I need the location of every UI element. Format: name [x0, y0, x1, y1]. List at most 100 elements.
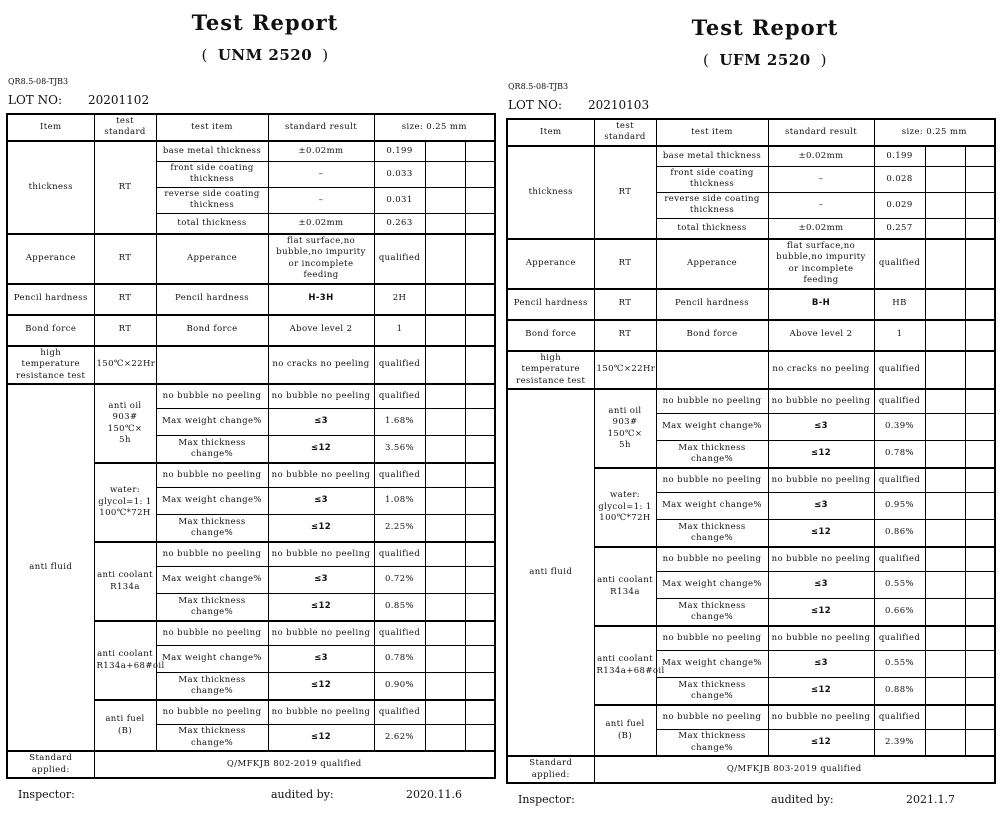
cell-standard: ≤3 — [767, 492, 875, 521]
cell-test-item: Max weight change% — [155, 566, 269, 595]
cell-extra-2 — [964, 650, 996, 679]
cell-extra-2 — [964, 677, 996, 706]
cell-extra-2 — [964, 318, 996, 352]
std-line-2: R134a+68#oil — [596, 665, 665, 676]
cell-result: qualified — [373, 462, 426, 489]
cell-standard: ±0.02mm — [767, 217, 875, 240]
cell-standard: no bubble no peeling — [767, 546, 875, 573]
std-rt-appearance: RT — [93, 232, 157, 285]
cell-standard: ≤3 — [267, 487, 375, 516]
cell-test-item: no bubble no peeling — [155, 462, 269, 489]
cell-extra-2 — [964, 729, 996, 757]
th-test-standard: test standard — [93, 113, 157, 142]
th-test-item: test item — [655, 118, 769, 147]
cell-test-item: no bubble no peeling — [655, 388, 769, 415]
table-row: reverse side coating thickness – 0.029 — [507, 191, 996, 219]
cell-result: HB — [873, 287, 926, 321]
doc-code: QR8.5-08-TJB3 — [508, 82, 569, 91]
cell-extra-1 — [924, 217, 966, 240]
cell-extra-1 — [924, 237, 966, 290]
table-row: Max thickness change% ≤12 3.56% — [7, 435, 496, 464]
std-line-2: R134a — [610, 586, 640, 597]
std-rt-thickness: RT — [93, 139, 157, 235]
cell-extra-2 — [464, 566, 496, 595]
cell-extra-1 — [924, 191, 966, 219]
group-high-temp-l2: resistance test — [16, 370, 86, 381]
audited-by-label: audited by: — [771, 792, 834, 806]
cell-result: qualified — [873, 625, 926, 652]
std-high-temp: 150℃×22Hr — [593, 349, 657, 390]
cell-extra-2 — [464, 462, 496, 489]
th-standard-result: standard result — [267, 113, 375, 142]
cell-standard: ≤12 — [267, 593, 375, 622]
cell-extra-1 — [924, 546, 966, 573]
table-row: anti fluid anti oil 903# 150℃× 5h no bub… — [6, 383, 496, 752]
cell-extra-1 — [924, 144, 966, 167]
cell-extra-2 — [964, 287, 996, 321]
group-high-temp: high temperature resistance test — [506, 349, 595, 390]
std-rt-bond: RT — [593, 318, 657, 352]
cell-extra-1 — [924, 467, 966, 494]
cell-standard: – — [767, 191, 875, 219]
cell-extra-2 — [464, 672, 496, 701]
cell-extra-1 — [424, 282, 466, 316]
model-subtitle: (UFM 2520) — [506, 51, 994, 69]
cell-result: qualified — [373, 620, 426, 647]
cell-test-item: reverse side coating thickness — [155, 186, 269, 214]
cell-test-item: Max thickness change% — [655, 598, 769, 627]
cell-test-item: front side coating thickness — [155, 160, 269, 188]
std-rt-pencil: RT — [93, 282, 157, 316]
cell-extra-2 — [464, 344, 496, 385]
cell-extra-1 — [424, 645, 466, 674]
cell-test-item: Max thickness change% — [155, 724, 269, 752]
table-row: total thickness ±0.02mm 0.257 — [507, 217, 996, 240]
cell-standard: no bubble no peeling — [267, 699, 375, 726]
standard-applied-value: Q/MFKJB 803-2019 qualified — [593, 755, 996, 784]
table-row: Max weight change% ≤3 0.39% — [507, 413, 996, 442]
cell-standard: no bubble no peeling — [767, 625, 875, 652]
cell-result: 0.028 — [873, 165, 926, 193]
std-line-1: water: — [109, 485, 141, 496]
cell-result: 0.031 — [373, 186, 426, 214]
cell-standard: flat surface,no bubble,no impurity or in… — [267, 232, 375, 285]
cell-result: 0.72% — [373, 566, 426, 595]
close-paren: ) — [322, 46, 329, 64]
cell-result: qualified — [373, 232, 426, 285]
th-size: size: 0.25 mm — [373, 113, 496, 142]
group-thickness: thickness — [6, 139, 95, 235]
cell-standard: ≤12 — [767, 519, 875, 548]
cell-standard: B-H — [767, 287, 875, 321]
cell-extra-1 — [424, 344, 466, 385]
close-paren: ) — [820, 51, 828, 69]
cell-extra-1 — [424, 566, 466, 595]
cell-extra-1 — [424, 232, 466, 285]
test-results-table: Item test standard test item standard re… — [6, 113, 497, 779]
cell-extra-1 — [924, 165, 966, 193]
cell-standard: no cracks no peeling — [267, 344, 375, 385]
cell-extra-2 — [964, 598, 996, 627]
lot-value: 20210103 — [588, 98, 650, 112]
table-row: front side coating thickness – 0.028 — [507, 165, 996, 193]
cell-line-2: thickness — [689, 179, 735, 190]
cell-extra-2 — [464, 514, 496, 543]
cell-test-item: no bubble no peeling — [655, 467, 769, 494]
std-line-1: anti oil — [608, 405, 642, 416]
table-row: high temperature resistance test 150℃×22… — [6, 344, 496, 385]
std-line-1: anti coolant — [97, 649, 153, 660]
group-anti-fluid: anti fluid — [6, 383, 95, 752]
cell-extra-2 — [964, 492, 996, 521]
std-rt-thickness: RT — [593, 144, 657, 240]
inspector-label: Inspector: — [518, 792, 575, 806]
cell-result: 1 — [873, 318, 926, 352]
standard-applied-label: Standard applied: — [6, 750, 95, 779]
cell-extra-2 — [464, 541, 496, 568]
th-standard-result: standard result — [767, 118, 875, 147]
cell-extra-1 — [424, 620, 466, 647]
std-line-3: 100℃*72H — [599, 513, 651, 524]
table-row: anti coolant R134a+68#oil no bubble no p… — [507, 625, 996, 706]
page-title: Test Report — [691, 15, 839, 40]
cell-result: qualified — [873, 349, 926, 390]
cell-extra-1 — [424, 699, 466, 726]
std-anti-fuel: anti fuel (B) — [93, 699, 157, 752]
open-paren: ( — [702, 51, 710, 69]
